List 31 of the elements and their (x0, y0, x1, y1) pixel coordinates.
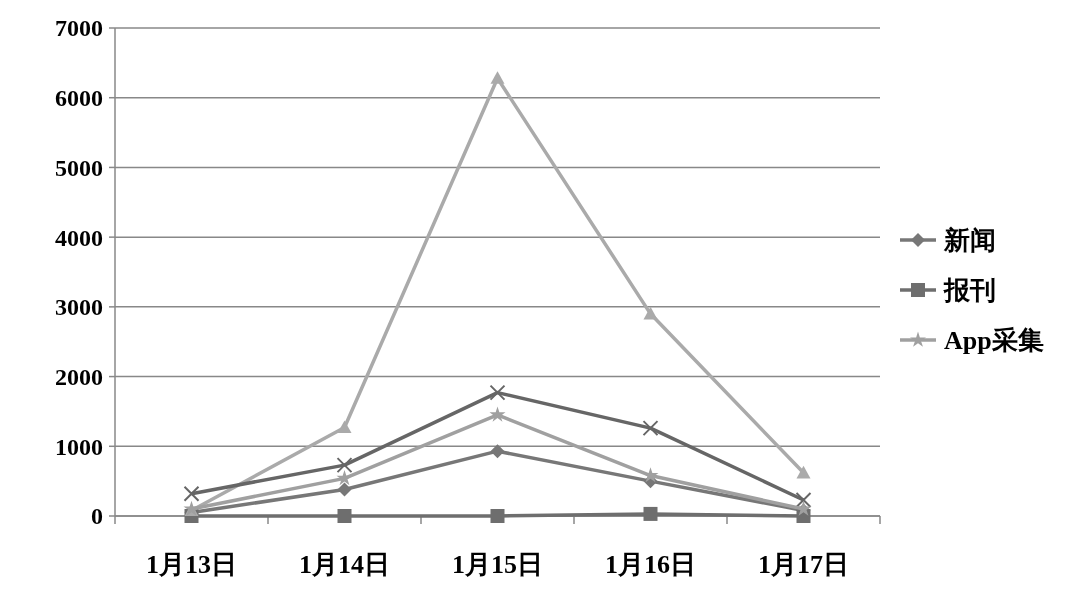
y-tick-label: 6000 (55, 85, 103, 112)
point (796, 465, 811, 479)
x-tick-label: 1月14日 (299, 550, 390, 579)
point (183, 485, 200, 502)
point (490, 509, 505, 523)
point (490, 71, 505, 84)
y-tick-label: 0 (91, 503, 103, 530)
x-tick-label: 1月15日 (452, 550, 543, 579)
legend-label: App采集 (944, 326, 1044, 356)
point (642, 420, 659, 437)
point (643, 506, 658, 521)
point (336, 457, 353, 474)
y-tick-label: 2000 (55, 363, 103, 390)
legend-label: 报刊 (943, 276, 996, 306)
legend-label: 新闻 (943, 226, 996, 256)
y-tick-label: 3000 (55, 294, 103, 321)
point (489, 406, 506, 422)
point (337, 509, 352, 523)
y-tick-label: 1000 (55, 433, 103, 460)
point (337, 482, 352, 497)
y-tick-label: 5000 (55, 154, 103, 181)
y-tick-label: 7000 (55, 15, 103, 42)
point (489, 384, 506, 401)
x-tick-label: 1月13日 (146, 550, 237, 579)
x-tick-label: 1月17日 (758, 550, 849, 579)
y-tick-label: 4000 (55, 224, 103, 251)
point (643, 306, 658, 320)
x-tick-label: 1月16日 (605, 550, 696, 579)
point (795, 491, 812, 508)
point (337, 420, 352, 434)
point (490, 444, 505, 459)
